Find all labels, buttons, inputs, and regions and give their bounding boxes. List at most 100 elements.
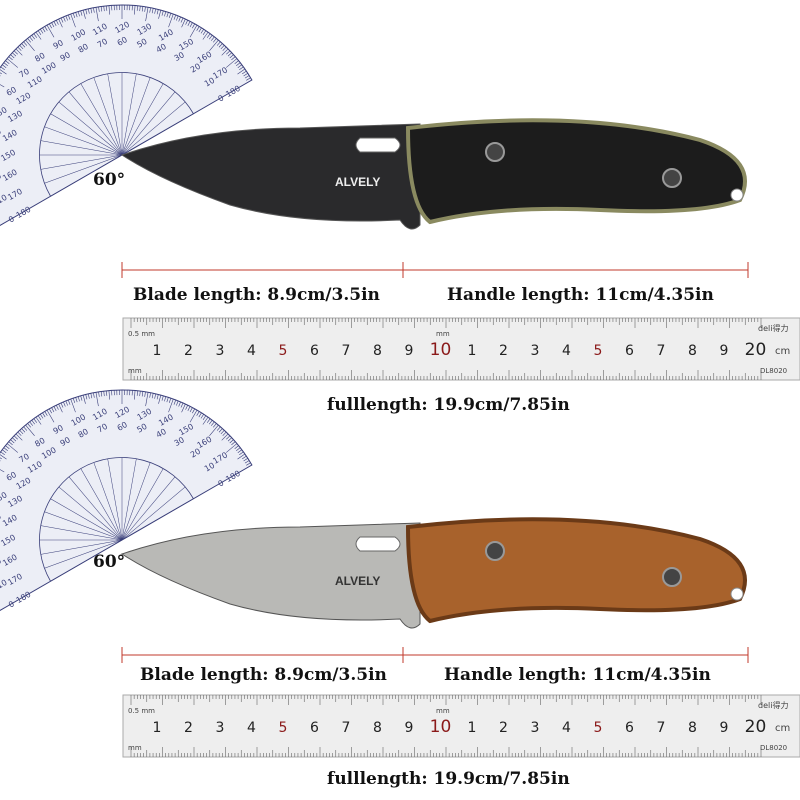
protractor-label: 10 bbox=[203, 461, 216, 474]
blade bbox=[120, 123, 421, 230]
ruler-number: 1 bbox=[153, 343, 162, 359]
angle-label: 60° bbox=[93, 170, 126, 190]
ruler-number: 7 bbox=[342, 343, 351, 359]
ruler-number: 10 bbox=[430, 340, 452, 360]
ruler-number: 9 bbox=[405, 720, 414, 736]
handle-length-label: Handle length: 11cm/4.35in bbox=[447, 285, 714, 305]
protractor-label: 70 bbox=[18, 67, 31, 80]
screw-icon bbox=[662, 168, 682, 188]
ruler-number: 3 bbox=[216, 720, 225, 736]
ruler-mm-label: mm bbox=[436, 330, 450, 338]
ruler-number: 3 bbox=[531, 720, 540, 736]
ruler-number: 20 bbox=[745, 340, 767, 360]
ruler-number: 1 bbox=[153, 720, 162, 736]
ruler-number: 2 bbox=[499, 343, 508, 359]
ruler: 1 2 3 4 5 6 7 8 9 10 1 2 3 4 5 6 7 8 9 20 cm 0.5 mm mm mm deli得力… bbox=[122, 694, 800, 758]
protractor-label: 30 bbox=[173, 50, 186, 63]
protractor-label: 0 bbox=[7, 214, 16, 224]
screw-icon bbox=[485, 142, 505, 162]
measure-line bbox=[121, 647, 749, 663]
ruler-number: 7 bbox=[657, 343, 666, 359]
protractor-label: 60 bbox=[116, 420, 129, 433]
ruler-number: 3 bbox=[216, 343, 225, 359]
ruler-number: 2 bbox=[184, 343, 193, 359]
brand-logo: ALVELY bbox=[335, 175, 380, 189]
protractor-label: 0 bbox=[217, 93, 226, 103]
protractor-label: 80 bbox=[77, 427, 90, 440]
ruler-number: 8 bbox=[373, 343, 382, 359]
protractor-label: 0 bbox=[7, 599, 16, 609]
protractor-label: 60 bbox=[116, 35, 129, 48]
ruler-number: 6 bbox=[625, 720, 634, 736]
ruler-number: 5 bbox=[279, 720, 288, 736]
knife-panel-wood: 0180101702016030150401405013060120701108… bbox=[0, 387, 800, 789]
protractor-label: 20 bbox=[0, 171, 3, 184]
ruler-number: 1 bbox=[468, 343, 477, 359]
knife: ALVELY bbox=[120, 118, 747, 230]
ruler-number: 20 bbox=[745, 717, 767, 737]
handle bbox=[405, 517, 747, 624]
ruler-brand: deli得力 bbox=[758, 323, 788, 333]
blade-length-label: Blade length: 8.9cm/3.5in bbox=[140, 665, 387, 685]
screw-icon bbox=[485, 541, 505, 561]
finger-hole bbox=[355, 536, 401, 552]
protractor-label: 10 bbox=[203, 76, 216, 89]
ruler-number: 6 bbox=[310, 343, 319, 359]
ruler-number: 8 bbox=[373, 720, 382, 736]
blade-length-label: Blade length: 8.9cm/3.5in bbox=[133, 285, 380, 305]
protractor-label: 70 bbox=[96, 422, 109, 435]
protractor-label: 50 bbox=[0, 105, 9, 118]
protractor-label: 20 bbox=[189, 447, 202, 460]
ruler-top-scale: 0.5 mm bbox=[128, 707, 155, 715]
finger-hole bbox=[355, 137, 401, 153]
ruler-number: 2 bbox=[499, 720, 508, 736]
protractor-label: 30 bbox=[173, 435, 186, 448]
protractor-label: 50 bbox=[135, 422, 148, 435]
protractor-label: 70 bbox=[18, 452, 31, 465]
knife-panel-black: 0180101702016030150401405013060120701108… bbox=[0, 4, 800, 415]
ruler-number: 4 bbox=[247, 720, 256, 736]
protractor-label: 20 bbox=[0, 556, 3, 569]
screw-icon bbox=[662, 567, 682, 587]
protractor-label: 70 bbox=[96, 37, 109, 50]
protractor-label: 40 bbox=[0, 512, 3, 525]
ruler-number: 6 bbox=[625, 343, 634, 359]
lanyard-hole bbox=[730, 188, 744, 202]
protractor-label: 0 bbox=[217, 478, 226, 488]
ruler-brand: deli得力 bbox=[758, 700, 788, 710]
ruler-number: 5 bbox=[594, 720, 603, 736]
protractor-label: 10 bbox=[0, 193, 9, 206]
protractor-label: 40 bbox=[155, 42, 168, 55]
protractor-label: 60 bbox=[5, 85, 18, 98]
ruler-number: 3 bbox=[531, 343, 540, 359]
protractor-label: 10 bbox=[0, 578, 9, 591]
ruler-number: 7 bbox=[657, 720, 666, 736]
knife-illustration: 0180101702016030150401405013060120701108… bbox=[0, 389, 800, 758]
ruler-mm-label: mm bbox=[128, 744, 142, 752]
ruler-model: DL8020 bbox=[760, 744, 787, 752]
protractor-label: 50 bbox=[135, 37, 148, 50]
full-length-label: fulllength: 19.9cm/7.85in bbox=[327, 769, 570, 789]
protractor-label: 90 bbox=[52, 38, 65, 51]
protractor-label: 90 bbox=[52, 423, 65, 436]
protractor-label: 90 bbox=[59, 435, 72, 448]
ruler-number: 8 bbox=[688, 720, 697, 736]
ruler-number: 5 bbox=[279, 343, 288, 359]
angle-label: 60° bbox=[93, 552, 126, 572]
ruler-unit: cm bbox=[775, 346, 790, 357]
protractor-label: 80 bbox=[77, 42, 90, 55]
protractor-label: 80 bbox=[33, 436, 46, 449]
brand-logo: ALVELY bbox=[335, 574, 380, 588]
lanyard-hole bbox=[730, 587, 744, 601]
protractor-label: 40 bbox=[155, 427, 168, 440]
ruler-model: DL8020 bbox=[760, 367, 787, 375]
handle bbox=[405, 118, 747, 225]
ruler-number: 9 bbox=[720, 343, 729, 359]
knife: ALVELY bbox=[120, 517, 747, 629]
ruler-number: 4 bbox=[562, 343, 571, 359]
protractor-label: 60 bbox=[5, 470, 18, 483]
protractor-label: 90 bbox=[59, 50, 72, 63]
ruler-number: 9 bbox=[720, 720, 729, 736]
protractor-label: 80 bbox=[33, 51, 46, 64]
ruler-number: 7 bbox=[342, 720, 351, 736]
